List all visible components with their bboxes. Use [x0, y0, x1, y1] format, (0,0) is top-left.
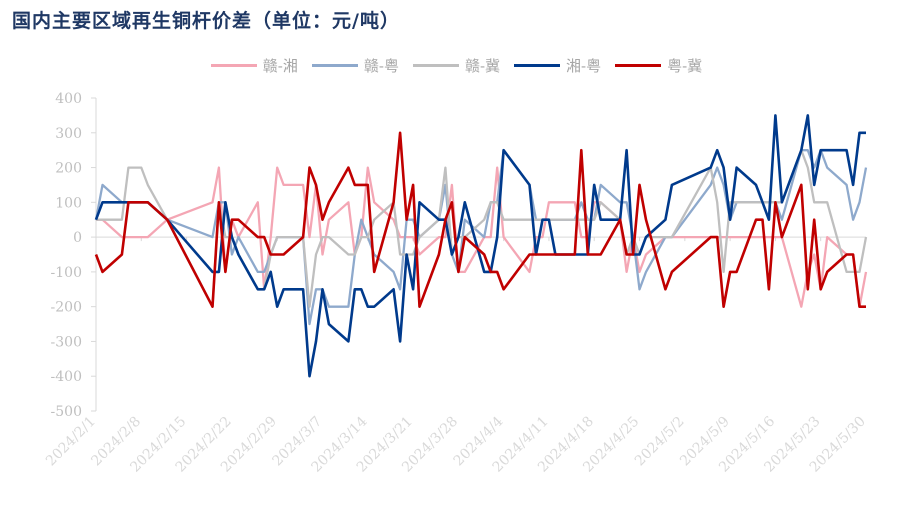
legend-swatch-gan-ji: [412, 64, 459, 67]
y-tick-label: -500: [51, 404, 82, 420]
y-tick-label: 100: [55, 195, 82, 211]
legend-label-gan-yue: 赣-粤: [363, 57, 399, 75]
legend-item-gan-ji: 赣-冀: [412, 55, 501, 76]
legend-swatch-gan-xiang: [210, 64, 257, 67]
chart-legend: 赣-湘 赣-粤 赣-冀 湘-粤 粤-冀: [0, 55, 913, 76]
legend-swatch-yue-ji: [615, 64, 662, 67]
legend-swatch-gan-yue: [311, 64, 358, 67]
legend-label-yue-ji: 粤-冀: [667, 57, 703, 75]
legend-label-gan-ji: 赣-冀: [464, 57, 501, 75]
legend-swatch-xiang-yue: [514, 64, 561, 67]
y-tick-label: 300: [55, 126, 82, 142]
legend-item-gan-xiang: 赣-湘: [210, 55, 298, 76]
legend-label-xiang-yue: 湘-粤: [566, 57, 602, 75]
series-line-0: [96, 166, 868, 308]
y-tick-label: 400: [55, 91, 82, 107]
y-tick-label: 200: [55, 161, 82, 177]
series-line-2: [96, 149, 868, 308]
legend-item-yue-ji: 粤-冀: [615, 55, 702, 76]
series-line-4: [94, 131, 866, 308]
legend-label-gan-xiang: 赣-湘: [262, 57, 298, 75]
y-tick-label: 0: [73, 230, 82, 246]
y-tick-label: -100: [51, 265, 82, 281]
y-tick-label: -200: [51, 300, 82, 316]
y-tick-label: -400: [51, 369, 82, 385]
legend-item-gan-yue: 赣-粤: [311, 55, 399, 76]
legend-item-xiang-yue: 湘-粤: [514, 55, 601, 76]
chart-title: 国内主要区域再生铜杆价差（单位：元/吨）: [12, 10, 400, 32]
series-line-3: [94, 114, 866, 378]
y-tick-label: -300: [51, 334, 82, 350]
